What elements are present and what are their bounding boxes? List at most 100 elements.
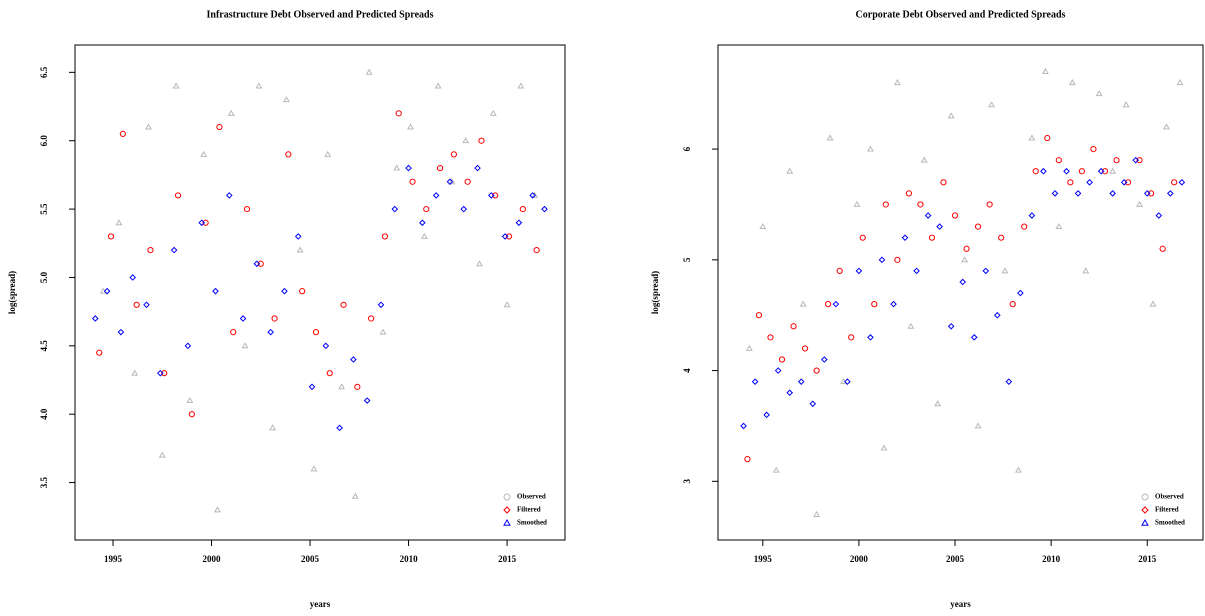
point [501,233,509,240]
x-tick-label: 2010 [400,554,419,564]
point [131,369,139,376]
point [1067,179,1074,186]
point [836,267,843,275]
point [934,400,942,407]
point [853,200,861,207]
point [1136,200,1144,207]
legend-marker [503,518,511,526]
point [1078,168,1085,175]
point [515,219,523,227]
point [227,109,235,116]
point [961,256,969,263]
point [951,212,959,219]
point [799,300,807,307]
point [786,167,794,174]
y-tick-label: 3 [682,479,692,484]
point [1028,134,1036,141]
point [936,223,943,230]
point [1167,190,1174,197]
point [797,378,805,385]
point [257,260,264,267]
point [1028,212,1036,219]
y-tick-label: 4 [682,368,692,373]
legend-marker [1141,493,1149,501]
point [871,301,878,308]
point [446,178,454,186]
point [216,123,223,131]
legend: Observed Filtered Smoothed [517,493,547,527]
point [519,205,526,213]
point [143,301,150,309]
point [147,247,154,254]
point [202,219,209,226]
x-tick-label: 2005 [946,554,965,564]
point [974,422,982,429]
point [1017,289,1024,297]
point [350,356,357,363]
point [340,301,347,308]
point [269,424,277,431]
point [767,334,774,341]
point [381,233,389,240]
panel: Corporate Debt Observed and Predicted Sp… [650,9,1204,609]
point [940,179,947,186]
point [230,329,237,336]
point [296,246,304,253]
point [759,223,767,230]
point [905,190,912,197]
point [866,145,874,152]
point [1120,179,1128,186]
x-axis-label: years [950,599,971,609]
x-tick-label: 2000 [203,554,222,564]
point [848,334,855,341]
point [986,201,993,208]
point [880,444,888,451]
point [982,267,990,275]
point [1178,179,1186,186]
point [1109,167,1117,174]
point [308,383,316,391]
point [462,137,470,144]
point [1074,190,1082,197]
point [271,315,278,322]
point [826,134,834,141]
y-tick-label: 6 [682,146,692,151]
point [1009,301,1016,308]
point [890,300,897,308]
point [907,322,915,329]
point [282,96,290,103]
point [1143,190,1151,197]
point [1068,79,1076,86]
point [460,205,468,213]
point [186,396,194,403]
point [492,192,499,199]
point [253,260,261,268]
point [464,178,471,185]
point [503,301,511,308]
point [744,456,751,463]
point [1001,267,1009,274]
point [133,301,140,308]
point [809,400,817,408]
y-tick-label: 6.0 [39,135,49,147]
point [1113,157,1120,164]
point [395,110,402,117]
point [1163,123,1170,130]
point [813,367,820,374]
y-axis-label: log(spread) [7,271,17,314]
point [1159,245,1166,252]
point [920,156,928,163]
point [974,223,982,230]
point [158,451,166,458]
point [161,370,168,377]
point [363,397,371,404]
legend-label: Filtered [517,506,541,514]
point [894,256,901,263]
point [478,137,485,144]
point [1171,179,1178,186]
point [529,192,536,199]
chart-title: Corporate Debt Observed and Predicted Sp… [856,9,1066,20]
point [488,192,495,199]
point [184,342,192,350]
point [855,267,863,275]
